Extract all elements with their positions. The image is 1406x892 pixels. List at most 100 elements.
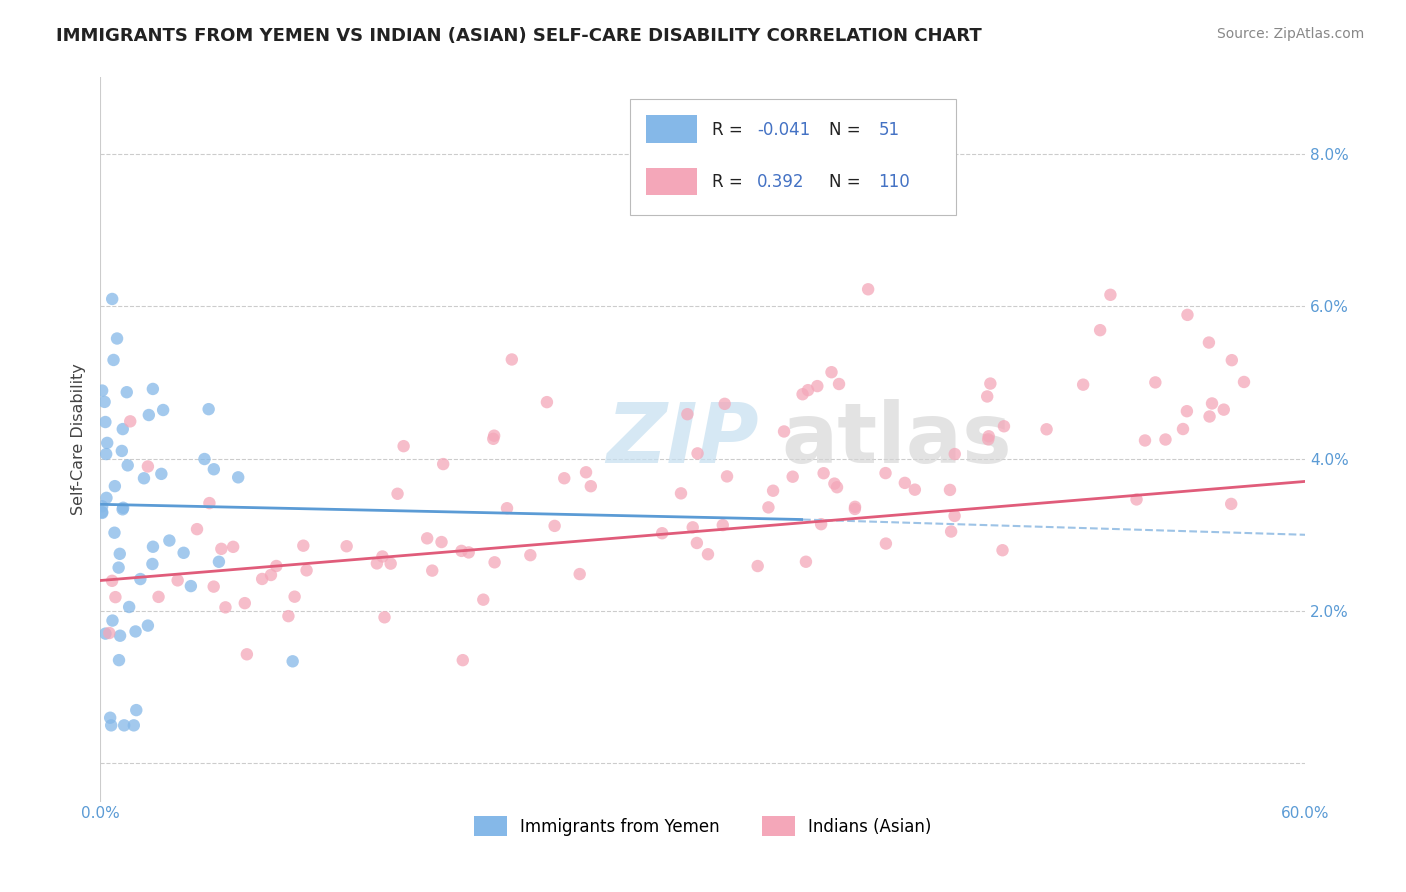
Point — [1220, 353, 1243, 368]
Point — [366, 557, 388, 571]
Point — [186, 522, 208, 536]
Point — [100, 718, 122, 732]
Point — [295, 563, 318, 577]
Point — [118, 599, 141, 614]
Point — [112, 718, 135, 732]
Point — [96, 491, 118, 505]
Point — [173, 546, 195, 560]
Point — [91, 500, 114, 514]
Point — [797, 383, 820, 397]
Text: 51: 51 — [879, 120, 900, 138]
Point — [124, 624, 146, 639]
Point — [129, 572, 152, 586]
Text: 0.392: 0.392 — [756, 173, 804, 192]
Point — [432, 457, 454, 471]
Point — [98, 626, 121, 640]
Point — [236, 648, 259, 662]
Point — [686, 446, 709, 460]
Point — [991, 543, 1014, 558]
Point — [105, 331, 128, 345]
Point — [711, 518, 734, 533]
Point — [112, 500, 135, 515]
Point — [104, 590, 127, 604]
Point — [142, 382, 165, 396]
FancyBboxPatch shape — [645, 168, 696, 195]
Point — [1171, 422, 1194, 436]
Point — [484, 555, 506, 569]
Point — [266, 559, 288, 574]
Point — [669, 486, 692, 500]
Point — [138, 408, 160, 422]
Point — [496, 501, 519, 516]
Point — [553, 471, 575, 485]
Point — [277, 609, 299, 624]
Point — [136, 459, 159, 474]
Point — [202, 580, 225, 594]
Point — [904, 483, 927, 497]
Point — [716, 469, 738, 483]
Point — [392, 439, 415, 453]
Point — [977, 433, 1000, 447]
Point — [209, 541, 232, 556]
Point — [482, 428, 505, 442]
Point — [122, 718, 145, 732]
Point — [682, 520, 704, 534]
Text: N =: N = — [830, 120, 866, 138]
Point — [96, 447, 118, 461]
Point — [1071, 377, 1094, 392]
Point — [101, 614, 124, 628]
Point — [125, 703, 148, 717]
Point — [148, 590, 170, 604]
Point — [371, 549, 394, 564]
Point — [1201, 396, 1223, 410]
Text: atlas: atlas — [780, 399, 1012, 480]
Point — [233, 596, 256, 610]
Point — [686, 536, 709, 550]
Point — [387, 487, 409, 501]
Point — [292, 539, 315, 553]
Point — [943, 447, 966, 461]
Point — [222, 540, 245, 554]
Point — [979, 376, 1001, 391]
Point — [773, 425, 796, 439]
Point — [157, 533, 180, 548]
Point — [844, 502, 866, 516]
Point — [120, 414, 142, 428]
FancyBboxPatch shape — [630, 99, 956, 215]
Point — [976, 389, 998, 403]
Text: -0.041: -0.041 — [756, 120, 810, 138]
Point — [336, 539, 359, 553]
Point — [98, 711, 121, 725]
Point — [993, 419, 1015, 434]
Point — [1125, 492, 1147, 507]
Point — [226, 470, 249, 484]
Point — [472, 592, 495, 607]
Point — [115, 385, 138, 400]
Point — [93, 395, 115, 409]
Point — [875, 466, 897, 480]
Point — [1088, 323, 1111, 337]
Point — [823, 476, 845, 491]
Point — [380, 557, 402, 571]
Text: R =: R = — [713, 120, 748, 138]
Point — [108, 653, 131, 667]
Point — [676, 407, 699, 421]
Point — [260, 568, 283, 582]
Point — [747, 559, 769, 574]
Point — [1198, 335, 1220, 350]
Point — [697, 547, 720, 561]
Point — [193, 452, 215, 467]
Point — [202, 462, 225, 476]
Point — [713, 397, 735, 411]
Point — [451, 653, 474, 667]
Point — [856, 282, 879, 296]
Point — [1144, 376, 1167, 390]
Point — [579, 479, 602, 493]
Point — [1177, 308, 1199, 322]
Point — [284, 590, 307, 604]
Text: 110: 110 — [879, 173, 910, 192]
Point — [416, 532, 439, 546]
Point — [806, 379, 828, 393]
Point — [894, 475, 917, 490]
Point — [108, 547, 131, 561]
